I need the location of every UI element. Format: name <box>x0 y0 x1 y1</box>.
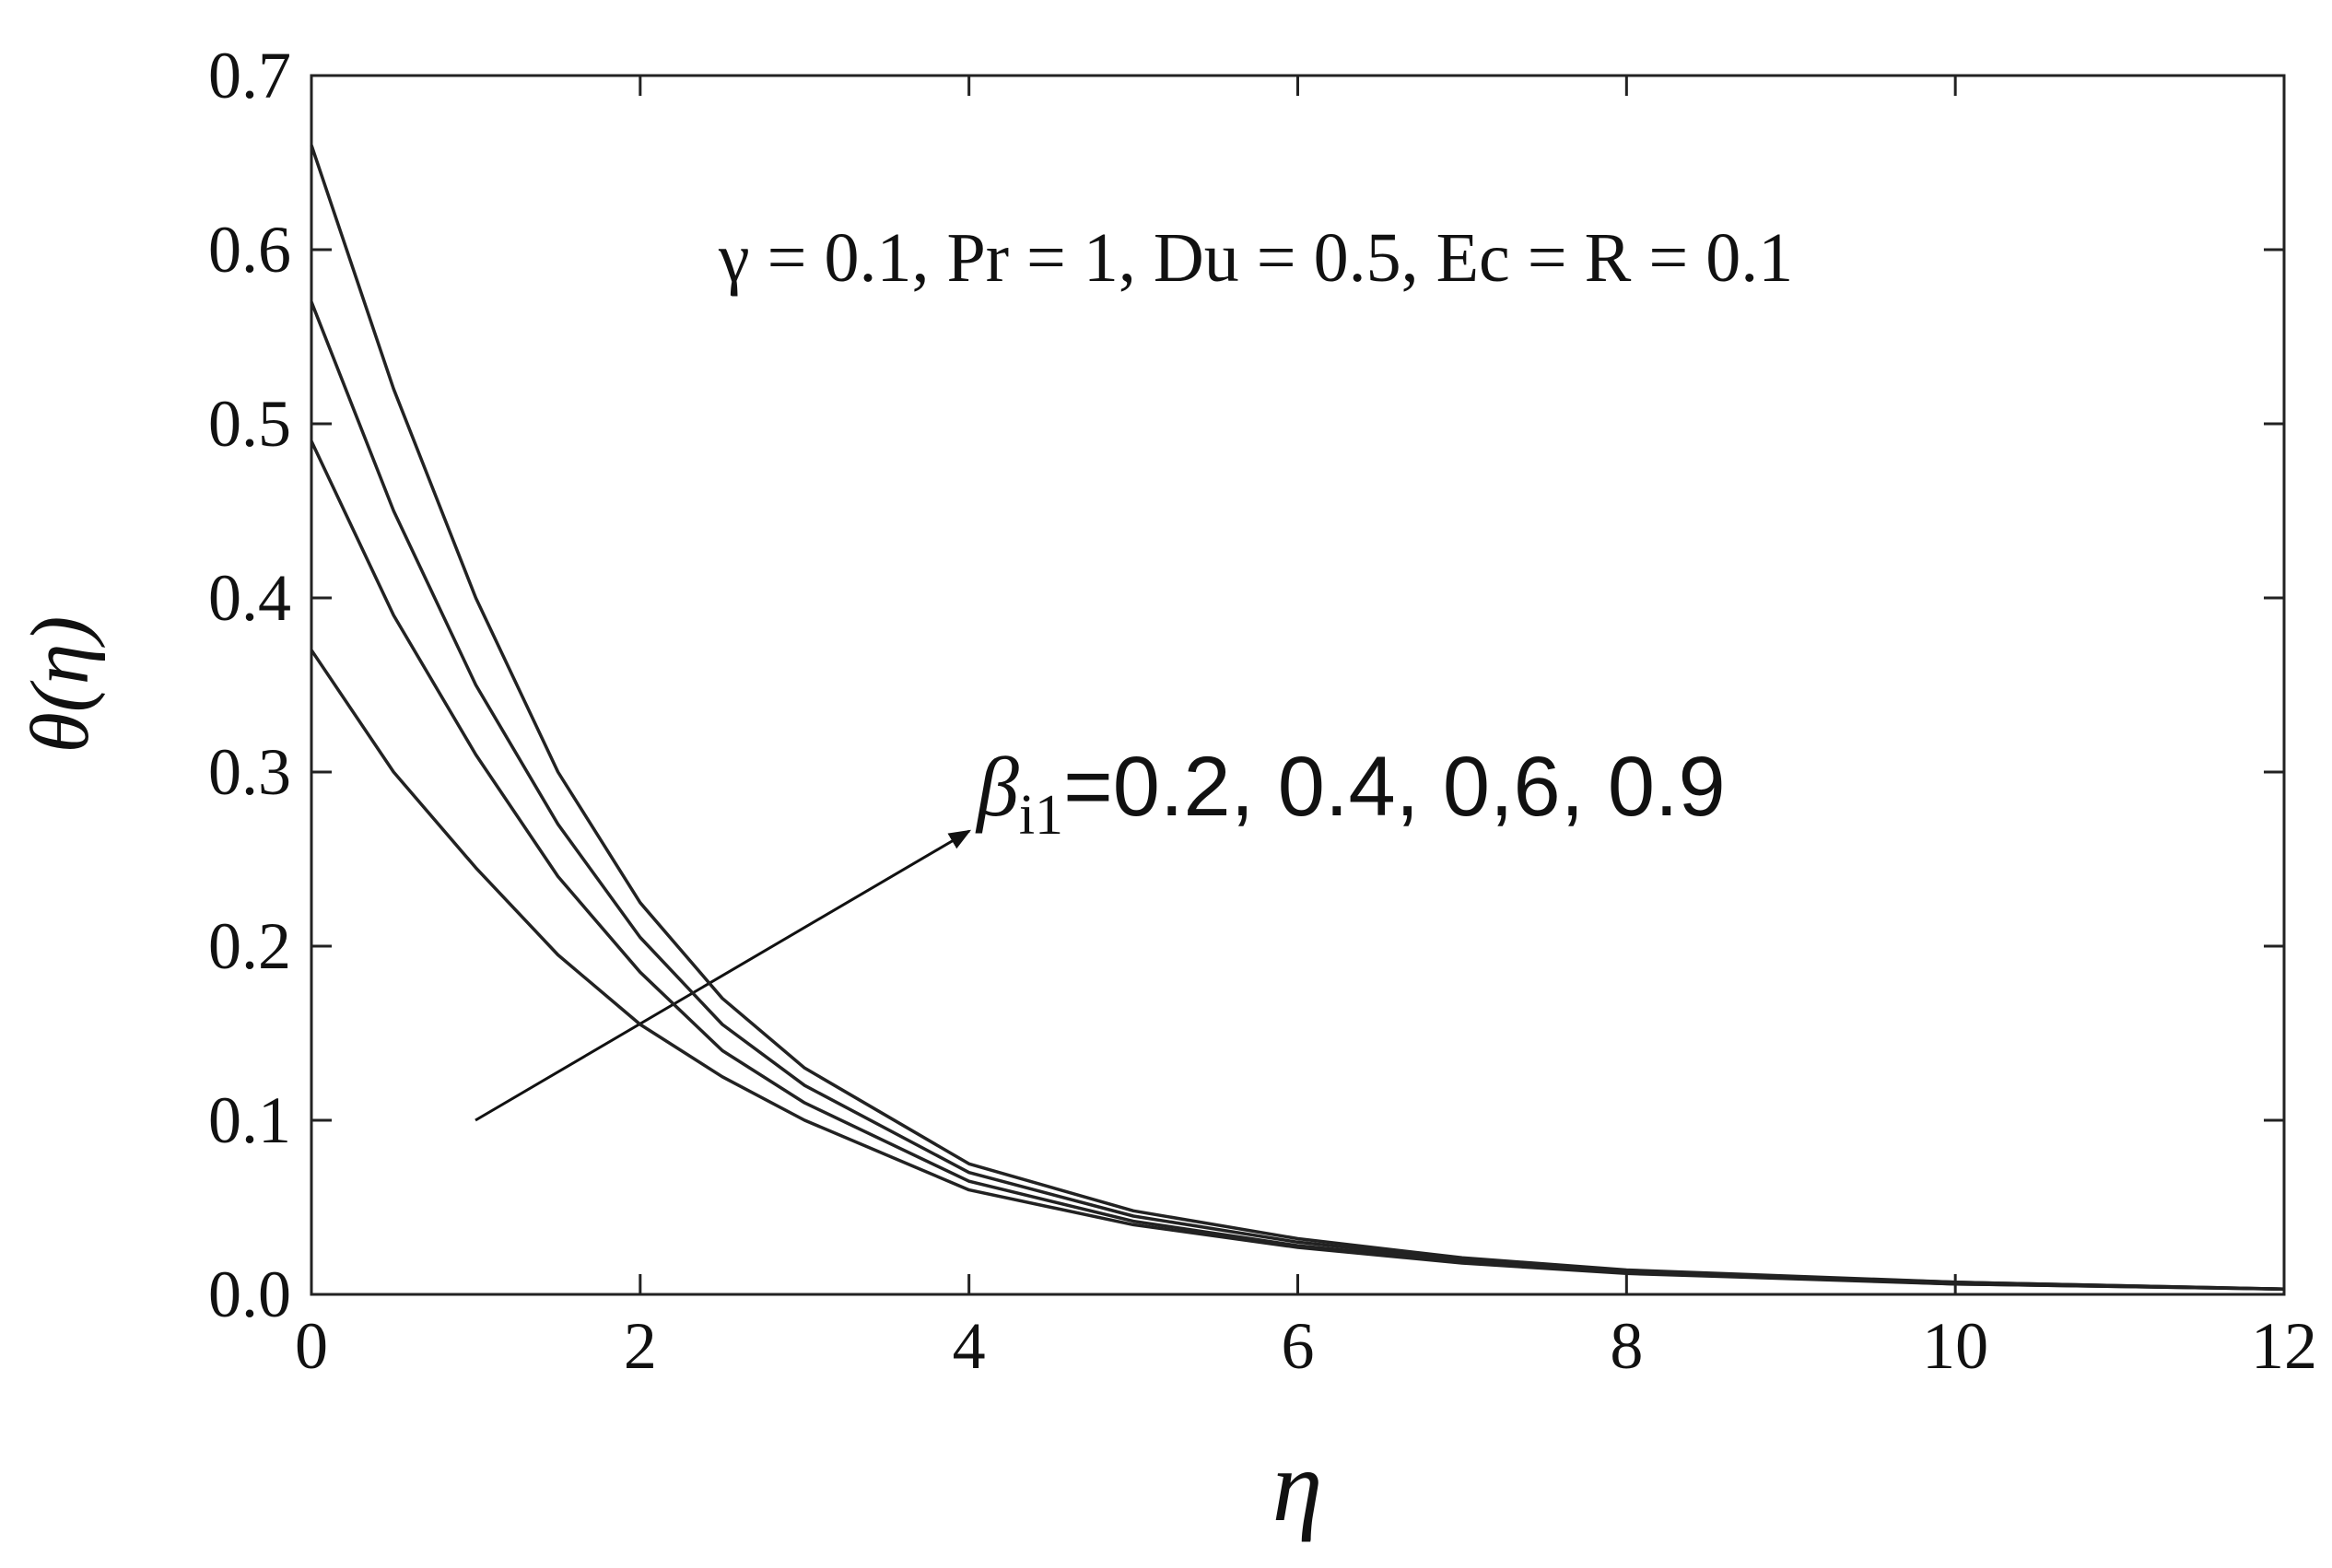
y-tick-label: 0.1 <box>208 1083 291 1157</box>
x-tick-label: 4 <box>953 1309 986 1383</box>
x-tick-label: 12 <box>2251 1309 2317 1383</box>
x-axis-label: η <box>1272 1430 1323 1542</box>
y-axis-label: θ(η) <box>15 616 106 754</box>
annotation-symbol: β <box>975 740 1019 834</box>
line <box>310 145 2285 1292</box>
annotation-subscript: i1 <box>1019 784 1063 847</box>
y-tick-label: 0.3 <box>208 735 291 809</box>
arrow <box>475 829 972 1122</box>
x-tick-label: 0 <box>295 1309 328 1383</box>
y-tick-label: 0.0 <box>208 1258 291 1331</box>
annotation-text: =0.2, 0.4, 0,6, 0.9 <box>1063 740 1726 834</box>
y-tick-label: 0.7 <box>208 39 291 112</box>
line <box>310 301 2285 1292</box>
annotation: βi1=0.2, 0.4, 0,6, 0.9 <box>975 740 1726 847</box>
line <box>310 440 2285 1292</box>
y-tick-label: 0.4 <box>208 561 291 635</box>
x-tick-label: 2 <box>624 1309 657 1383</box>
y-tick-label: 0.2 <box>208 909 291 983</box>
x-tick-label: 8 <box>1610 1309 1643 1383</box>
y-tick-label: 0.6 <box>208 213 291 287</box>
annotation: γ = 0.1, Pr = 1, Du = 0.5, Ec = R = 0.1 <box>718 219 1793 297</box>
x-tick-label: 10 <box>1922 1309 1988 1383</box>
line <box>310 649 2285 1292</box>
y-tick-label: 0.5 <box>208 387 291 461</box>
x-tick-label: 6 <box>1282 1309 1315 1383</box>
